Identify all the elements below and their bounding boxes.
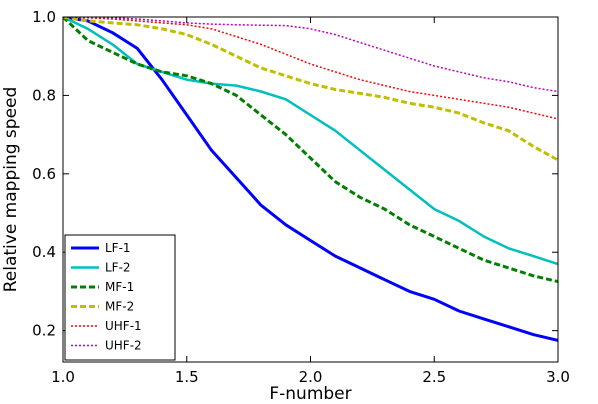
y-tick-label: 1.0 <box>32 8 56 26</box>
series-line-uhf-1 <box>63 17 558 120</box>
series-lines <box>63 17 558 342</box>
x-axis-title: F-number <box>269 384 351 404</box>
y-tick-label: 0.4 <box>32 243 56 261</box>
legend-label-mf-1: MF-1 <box>105 280 134 294</box>
series-line-uhf-2 <box>63 17 558 93</box>
y-tick-label: 0.2 <box>32 322 56 340</box>
legend-label-mf-2: MF-2 <box>105 300 134 314</box>
legend-box <box>64 234 176 361</box>
axis-ticks: 1.0 1.5 2.0 2.5 3.0 0.2 0.4 0.6 0.8 1.0 <box>32 8 570 386</box>
x-tick-label: 3.0 <box>546 368 570 386</box>
legend-label-lf-2: LF-2 <box>105 261 131 275</box>
y-axis-title: Relative mapping speed <box>1 87 21 293</box>
y-tick-label: 0.6 <box>32 165 56 183</box>
legend-label-lf-1: LF-1 <box>105 241 131 255</box>
series-line-mf-2 <box>63 17 558 162</box>
series-line-lf-1 <box>63 17 558 342</box>
x-tick-label: 2.0 <box>299 368 323 386</box>
x-tick-label: 2.5 <box>422 368 446 386</box>
series-line-mf-1 <box>63 17 558 284</box>
series-line-lf-2 <box>63 17 558 266</box>
legend: LF-1 LF-2 MF-1 MF-2 UHF-1 UHF-2 <box>64 234 176 361</box>
y-tick-label: 0.8 <box>32 86 56 104</box>
x-tick-label: 1.0 <box>51 368 75 386</box>
x-tick-label: 1.5 <box>175 368 199 386</box>
legend-label-uhf-2: UHF-2 <box>105 339 142 353</box>
legend-label-uhf-1: UHF-1 <box>105 319 142 333</box>
